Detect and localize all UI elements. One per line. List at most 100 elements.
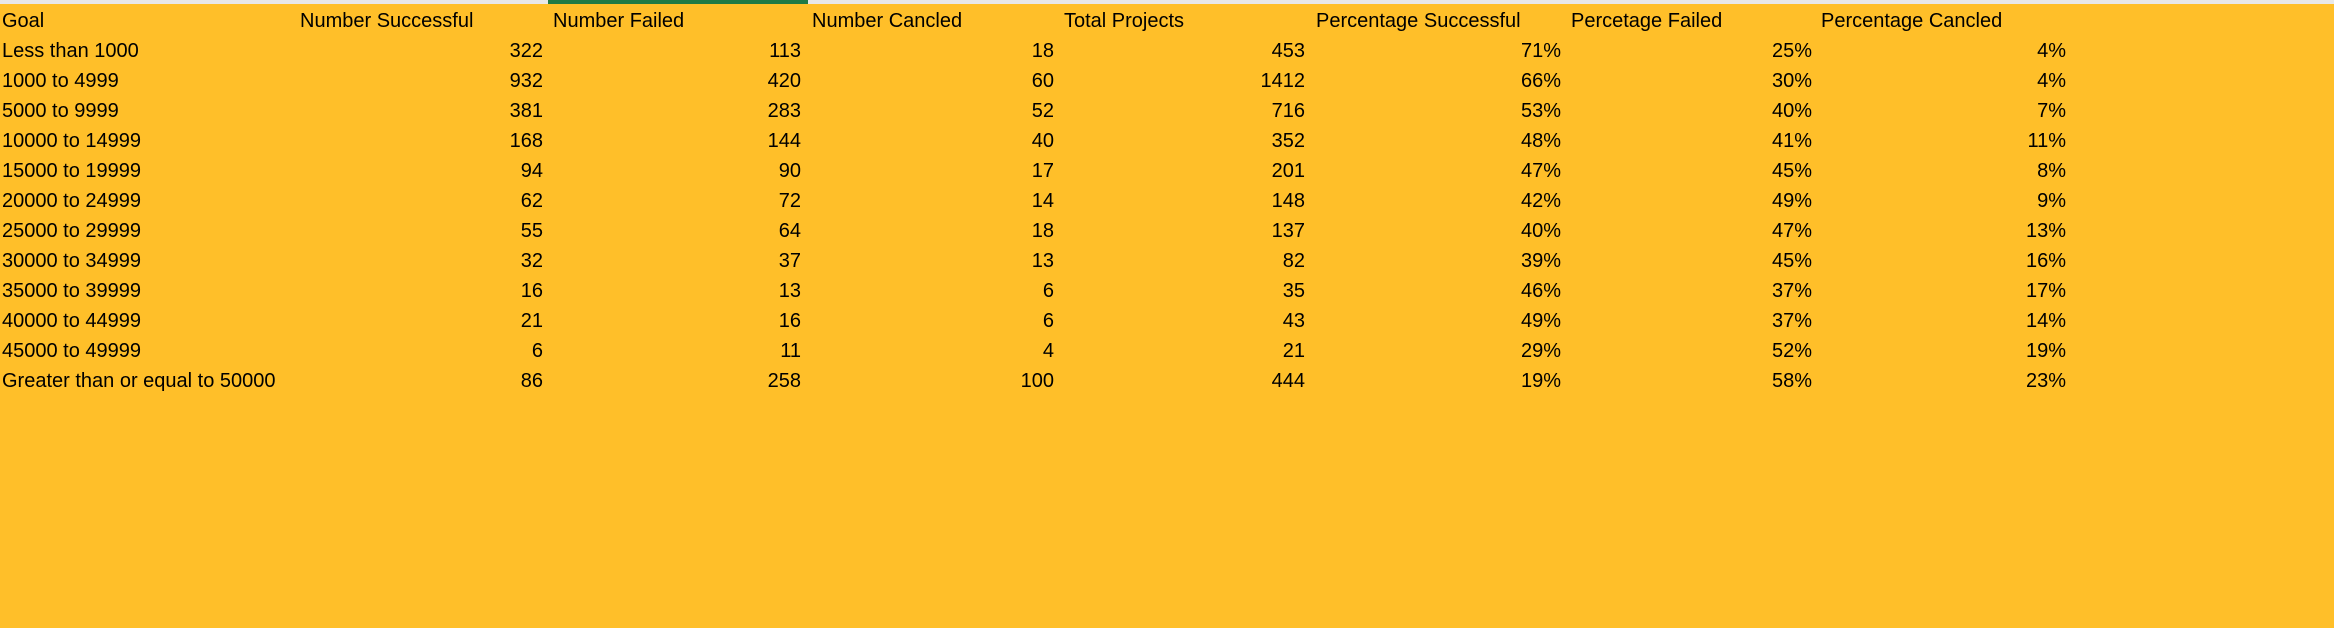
goal-cell[interactable]: 20000 to 24999: [2, 190, 142, 212]
value-cell[interactable]: 64: [778, 220, 801, 242]
value-cell[interactable]: 13: [778, 280, 801, 302]
value-cell[interactable]: 37: [778, 250, 801, 272]
value-cell[interactable]: 21: [1282, 340, 1305, 362]
goal-cell[interactable]: Greater than or equal to 50000: [2, 370, 276, 392]
goal-cell[interactable]: 40000 to 44999: [2, 310, 142, 332]
value-cell[interactable]: 25%: [1771, 40, 1812, 62]
value-cell[interactable]: 4: [1042, 340, 1054, 362]
column-header[interactable]: Number Cancled: [812, 10, 963, 32]
goal-cell[interactable]: 15000 to 19999: [2, 160, 142, 182]
goal-cell[interactable]: 30000 to 34999: [2, 250, 142, 272]
value-cell[interactable]: 100: [1020, 370, 1054, 392]
value-cell[interactable]: 16%: [2025, 250, 2066, 272]
value-cell[interactable]: 48%: [1520, 130, 1561, 152]
value-cell[interactable]: 30%: [1771, 70, 1812, 92]
value-cell[interactable]: 43: [1282, 310, 1305, 332]
value-cell[interactable]: 6: [1042, 310, 1054, 332]
value-cell[interactable]: 201: [1271, 160, 1305, 182]
value-cell[interactable]: 40: [1031, 130, 1054, 152]
value-cell[interactable]: 381: [509, 100, 543, 122]
value-cell[interactable]: 32: [520, 250, 543, 272]
value-cell[interactable]: 47%: [1771, 220, 1812, 242]
value-cell[interactable]: 40%: [1520, 220, 1561, 242]
value-cell[interactable]: 7%: [2037, 100, 2066, 122]
goal-cell[interactable]: 5000 to 9999: [2, 100, 119, 122]
value-cell[interactable]: 168: [509, 130, 543, 152]
value-cell[interactable]: 42%: [1520, 190, 1561, 212]
value-cell[interactable]: 420: [767, 70, 801, 92]
value-cell[interactable]: 71%: [1520, 40, 1561, 62]
value-cell[interactable]: 322: [509, 40, 543, 62]
value-cell[interactable]: 11%: [2027, 130, 2066, 152]
value-cell[interactable]: 14%: [2025, 310, 2066, 332]
value-cell[interactable]: 18: [1031, 220, 1054, 242]
column-header[interactable]: Percetage Failed: [1571, 10, 1723, 32]
value-cell[interactable]: 352: [1271, 130, 1305, 152]
value-cell[interactable]: 45%: [1771, 160, 1812, 182]
value-cell[interactable]: 17: [1031, 160, 1054, 182]
value-cell[interactable]: 60: [1031, 70, 1054, 92]
value-cell[interactable]: 52%: [1771, 340, 1812, 362]
value-cell[interactable]: 49%: [1520, 310, 1561, 332]
goal-cell[interactable]: Less than 1000: [2, 40, 139, 62]
value-cell[interactable]: 17%: [2025, 280, 2066, 302]
goal-cell[interactable]: 10000 to 14999: [2, 130, 142, 152]
value-cell[interactable]: 453: [1271, 40, 1305, 62]
value-cell[interactable]: 16: [778, 310, 801, 332]
value-cell[interactable]: 283: [767, 100, 801, 122]
value-cell[interactable]: 23%: [2025, 370, 2066, 392]
value-cell[interactable]: 19%: [1520, 370, 1561, 392]
value-cell[interactable]: 258: [767, 370, 801, 392]
value-cell[interactable]: 6: [531, 340, 543, 362]
goal-cell[interactable]: 35000 to 39999: [2, 280, 142, 302]
value-cell[interactable]: 37%: [1771, 280, 1812, 302]
column-header[interactable]: Goal: [2, 10, 45, 32]
goal-cell[interactable]: 1000 to 4999: [2, 70, 119, 92]
value-cell[interactable]: 1412: [1260, 70, 1306, 92]
value-cell[interactable]: 49%: [1771, 190, 1812, 212]
value-cell[interactable]: 55: [520, 220, 543, 242]
column-header[interactable]: Percentage Cancled: [1821, 10, 2003, 32]
value-cell[interactable]: 137: [1271, 220, 1305, 242]
value-cell[interactable]: 47%: [1520, 160, 1561, 182]
value-cell[interactable]: 113: [769, 40, 801, 62]
column-header[interactable]: Total Projects: [1064, 10, 1185, 32]
value-cell[interactable]: 444: [1271, 370, 1305, 392]
value-cell[interactable]: 144: [767, 130, 801, 152]
value-cell[interactable]: 45%: [1771, 250, 1812, 272]
value-cell[interactable]: 19%: [2025, 340, 2066, 362]
goal-cell[interactable]: 25000 to 29999: [2, 220, 142, 242]
value-cell[interactable]: 40%: [1771, 100, 1812, 122]
value-cell[interactable]: 90: [778, 160, 801, 182]
value-cell[interactable]: 62: [520, 190, 543, 212]
value-cell[interactable]: 16: [520, 280, 543, 302]
value-cell[interactable]: 58%: [1771, 370, 1812, 392]
value-cell[interactable]: 35: [1282, 280, 1305, 302]
value-cell[interactable]: 29%: [1520, 340, 1561, 362]
goal-cell[interactable]: 45000 to 49999: [2, 340, 142, 362]
column-header[interactable]: Number Successful: [300, 10, 474, 32]
column-header[interactable]: Number Failed: [553, 10, 685, 32]
value-cell[interactable]: 66%: [1520, 70, 1561, 92]
value-cell[interactable]: 72: [778, 190, 801, 212]
value-cell[interactable]: 86: [520, 370, 543, 392]
value-cell[interactable]: 4%: [2037, 40, 2066, 62]
value-cell[interactable]: 82: [1282, 250, 1305, 272]
value-cell[interactable]: 14: [1031, 190, 1054, 212]
value-cell[interactable]: 6: [1042, 280, 1054, 302]
value-cell[interactable]: 932: [509, 70, 543, 92]
value-cell[interactable]: 41%: [1771, 130, 1812, 152]
value-cell[interactable]: 46%: [1520, 280, 1561, 302]
value-cell[interactable]: 4%: [2037, 70, 2066, 92]
value-cell[interactable]: 9%: [2037, 190, 2066, 212]
value-cell[interactable]: 94: [520, 160, 543, 182]
value-cell[interactable]: 37%: [1771, 310, 1812, 332]
value-cell[interactable]: 716: [1271, 100, 1305, 122]
value-cell[interactable]: 52: [1031, 100, 1054, 122]
value-cell[interactable]: 13: [1031, 250, 1054, 272]
column-header[interactable]: Percentage Successful: [1316, 10, 1521, 32]
value-cell[interactable]: 53%: [1520, 100, 1561, 122]
value-cell[interactable]: 148: [1271, 190, 1305, 212]
value-cell[interactable]: 13%: [2025, 220, 2066, 242]
